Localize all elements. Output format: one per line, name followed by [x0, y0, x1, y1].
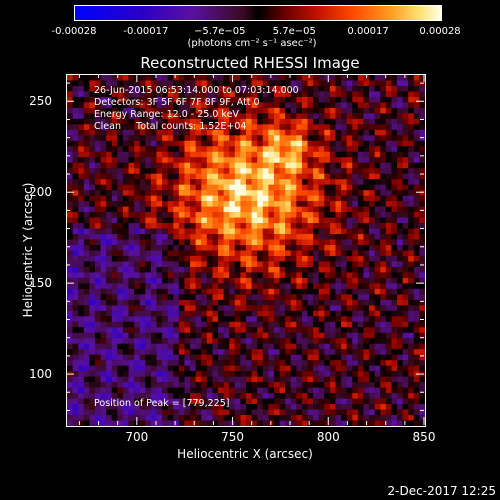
- y-tick-label: 100: [29, 367, 52, 382]
- heatmap-plot-area: [66, 74, 426, 427]
- x-tick-label: 800: [316, 430, 340, 444]
- annotation-detectors: Detectors: 3F 5F 6F 7F 8F 9F, Att 0: [94, 97, 260, 108]
- heatmap-image: [67, 75, 425, 426]
- colorbar-tick-label: 5.7e−05: [272, 26, 316, 37]
- colorbar-tick-label: 0.00017: [347, 26, 389, 37]
- y-tick-label: 200: [29, 185, 52, 200]
- y-tick-label: 150: [29, 276, 52, 291]
- colorbar-tick-label: -0.00017: [123, 26, 169, 37]
- colorbar-tick-label: 0.00028: [419, 26, 461, 37]
- peak-position-label: Position of Peak = [779,225]: [94, 398, 230, 409]
- x-tick-label: 700: [125, 430, 149, 444]
- date-stamp: 2-Dec-2017 12:25: [387, 484, 496, 498]
- annotation-clean-counts: Clean Total counts: 1.52E+04: [94, 121, 247, 132]
- colorbar-tick-label: -0.00028: [51, 26, 97, 37]
- y-tick-label: 250: [29, 94, 52, 109]
- annotation-energy-range: Energy Range: 12.0 - 25.0 keV: [94, 109, 239, 120]
- colorbar: [74, 5, 442, 21]
- y-axis-label: Heliocentric Y (arcsec): [21, 182, 35, 318]
- annotation-time-range: 26-Jun-2015 06:53:14.000 to 07:03:14.000: [94, 85, 299, 96]
- chart-title: Reconstructed RHESSI Image: [140, 54, 360, 72]
- x-tick-label: 850: [412, 430, 436, 444]
- x-tick-label: 750: [221, 430, 244, 444]
- colorbar-tick-label: −5.7e−05: [193, 26, 246, 37]
- colorbar-units: (photons cm⁻² s⁻¹ asec⁻²): [187, 38, 317, 49]
- x-axis-label: Heliocentric X (arcsec): [177, 447, 313, 461]
